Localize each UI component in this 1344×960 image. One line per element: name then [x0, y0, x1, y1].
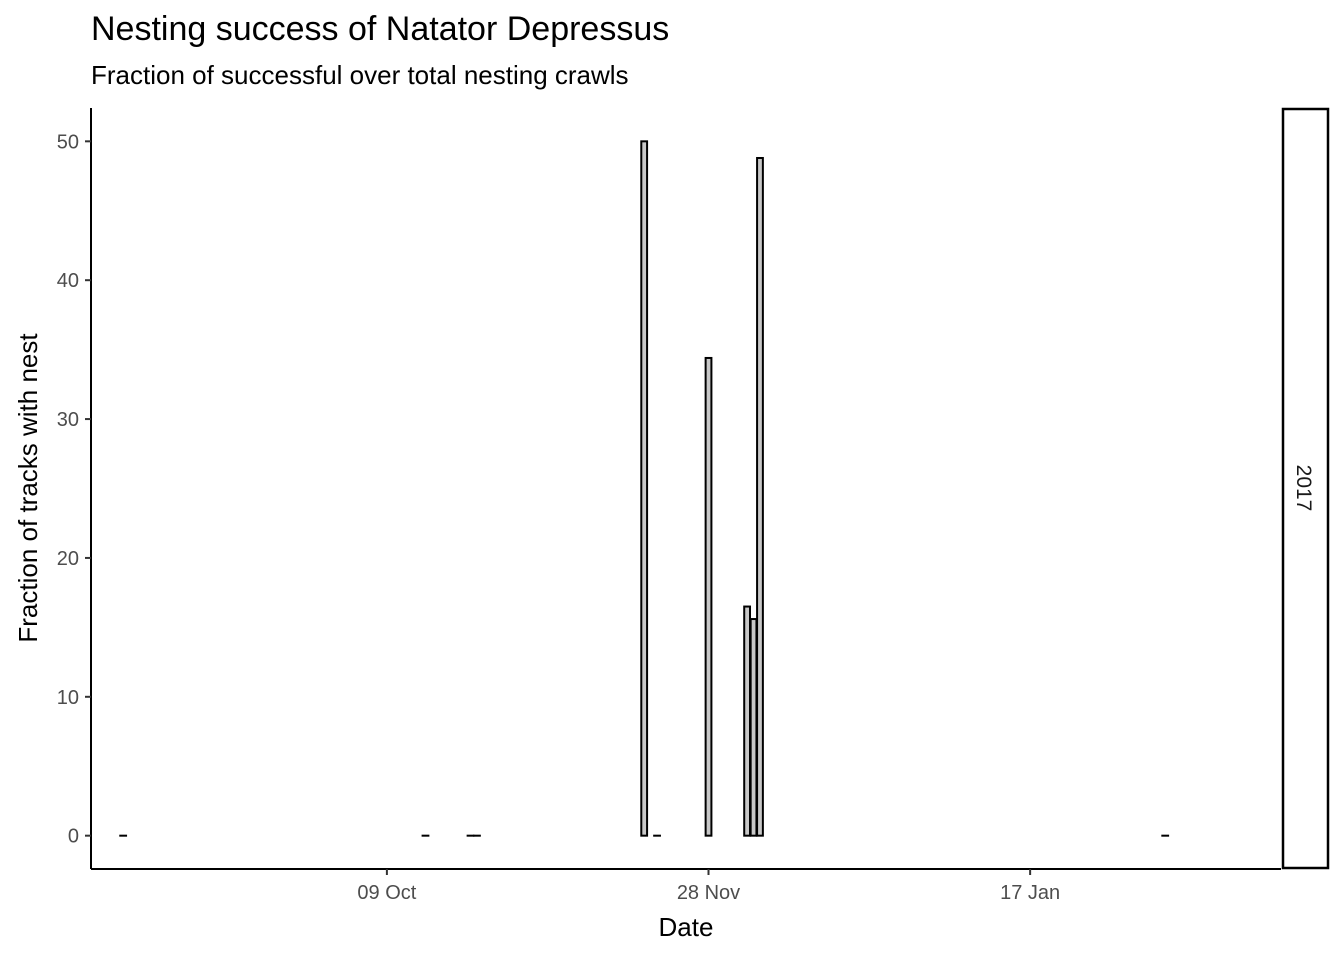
- chart-subtitle: Fraction of successful over total nestin…: [91, 60, 629, 90]
- bar: [743, 605, 752, 837]
- bars-layer: [119, 140, 1170, 837]
- bar: [749, 618, 758, 837]
- y-tick-label: 10: [57, 687, 79, 709]
- y-tick-label: 50: [57, 131, 79, 153]
- x-tick-label: 17 Jan: [1000, 882, 1060, 904]
- y-axis-label: Fraction of tracks with nest: [13, 333, 43, 643]
- facet-strip: [1281, 107, 1330, 870]
- x-ticks-layer: 09 Oct 28 Nov 17 Jan: [357, 869, 1060, 904]
- bar: [640, 140, 649, 837]
- chart-title: Nesting success of Natator Depressus: [91, 10, 670, 48]
- y-tick-label: 40: [57, 270, 79, 292]
- y-tick-label: 20: [57, 548, 79, 570]
- x-tick-label: 09 Oct: [357, 882, 416, 904]
- bar: [704, 356, 713, 837]
- facet-strip-label: 2017: [1292, 465, 1315, 512]
- y-ticks-layer: 0 10 20 30 40 50: [57, 131, 91, 848]
- x-axis-label: Date: [659, 912, 714, 942]
- bar: [756, 156, 764, 837]
- x-tick-label: 28 Nov: [677, 882, 740, 904]
- y-tick-label: 0: [68, 826, 79, 848]
- y-tick-label: 30: [57, 409, 79, 431]
